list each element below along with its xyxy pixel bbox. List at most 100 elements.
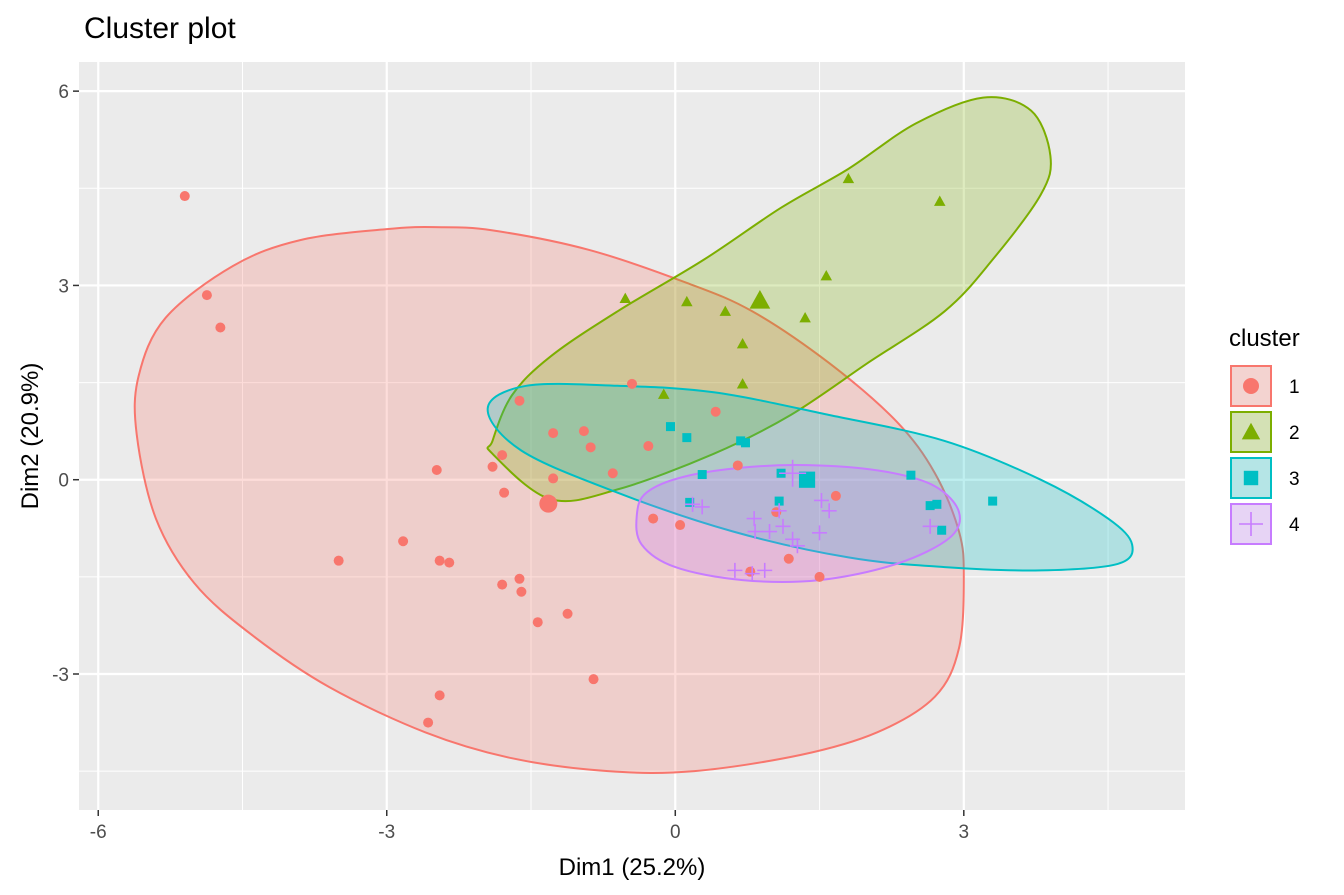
cluster-1-point-3 [431, 465, 442, 475]
chart-title: Cluster plot [84, 12, 236, 45]
legend-marker-3 [1243, 470, 1259, 486]
cluster-1-point-24 [607, 468, 618, 479]
x-axis-title: Dim1 (25.2%) [559, 854, 706, 881]
y-tick-label-1: 0 [58, 471, 69, 492]
cluster-1-point-0 [179, 191, 190, 202]
cluster-4-point-12 [727, 562, 743, 578]
cluster-1-point-16 [499, 487, 510, 498]
cluster-4-point-5 [762, 524, 778, 540]
cluster-4-point-14 [744, 566, 760, 582]
cluster-1-point-18 [497, 450, 508, 461]
cluster-1-point-15 [423, 717, 434, 728]
x-tick-label-2: 0 [670, 822, 681, 843]
cluster-1-point-17 [487, 461, 498, 472]
cluster-2-point-7 [736, 337, 749, 349]
cluster-3-point-0 [665, 422, 675, 432]
cluster-2-point-6 [799, 312, 811, 323]
cluster-1-point-35 [830, 490, 841, 501]
cluster-1-point-11 [532, 617, 543, 628]
cluster-1-point-8 [497, 579, 508, 590]
cluster-1-point-4 [333, 555, 344, 566]
cluster-1-point-22 [578, 426, 589, 437]
cluster-4-point-11 [812, 525, 828, 541]
cluster-1-point-19 [514, 395, 525, 406]
cluster-4-point-8 [789, 538, 805, 554]
cluster-1-point-23 [585, 442, 596, 453]
cluster-3-point-7 [774, 496, 784, 506]
cluster-4-point-3 [771, 503, 787, 519]
cluster-1-point-28 [732, 460, 743, 471]
cluster-4-point-13 [757, 562, 773, 578]
cluster-1-point-12 [562, 608, 573, 619]
cluster-1-point-2 [215, 322, 226, 333]
cluster-4-center [779, 459, 807, 487]
cluster-2-point-4 [681, 295, 693, 307]
x-tick-label-0: -6 [90, 822, 107, 843]
x-tick-label-3: 3 [959, 822, 970, 843]
y-axis: -3 0 3 6 [52, 82, 79, 686]
cluster-4-point-9 [813, 492, 829, 508]
cluster-2-point-5 [719, 305, 732, 316]
legend-title: cluster [1229, 325, 1300, 352]
cluster-2-point-8 [736, 378, 749, 389]
cluster-4-point-6 [747, 524, 763, 540]
cluster-4-point-1 [694, 499, 710, 515]
legend-label-1: 1 [1289, 377, 1300, 398]
cluster-1-point-21 [548, 473, 559, 484]
cluster-2-point-2 [820, 269, 833, 281]
cluster-3-center [798, 471, 816, 488]
cluster-1-point-20 [548, 428, 559, 439]
y-tick-label-2: 3 [58, 276, 69, 297]
cluster-2-center [749, 289, 771, 309]
cluster-1-point-1 [201, 290, 212, 301]
cluster-4-point-10 [821, 503, 837, 519]
major-gridlines [79, 62, 1185, 810]
cluster-3-point-3 [740, 438, 750, 448]
cluster-1-point-29 [648, 513, 659, 524]
x-axis: -6 -3 0 3 [90, 810, 969, 843]
legend-marker-4 [1239, 512, 1263, 536]
cluster-2-point-3 [619, 292, 632, 303]
y-tick-label-0: -3 [52, 665, 69, 686]
y-axis-title: Dim2 (20.9%) [17, 363, 44, 510]
cluster-1-point-5 [398, 536, 409, 547]
legend-label-2: 2 [1289, 423, 1300, 444]
cluster-1-point-25 [627, 378, 637, 389]
cluster-3-point-11 [988, 496, 998, 506]
cluster-4-point-4 [775, 518, 791, 534]
cluster-4-point-15 [922, 518, 938, 534]
legend-label-4: 4 [1289, 515, 1300, 536]
cluster-1-center [539, 494, 558, 513]
cluster-3-point-2 [736, 436, 746, 446]
cluster-1-point-32 [745, 566, 756, 577]
cluster-1-point-27 [710, 406, 721, 417]
cluster-4-point-0 [685, 496, 701, 512]
cluster-3-point-8 [925, 501, 935, 511]
cluster-3-point-12 [685, 497, 695, 507]
cluster-4-point-2 [746, 511, 762, 527]
cluster-3-point-6 [906, 470, 916, 480]
cluster-centers [539, 289, 816, 513]
legend-marker-2 [1241, 422, 1261, 440]
cluster-2-point-9 [657, 388, 670, 399]
cluster-3-point-4 [697, 470, 707, 480]
legend-marker-1 [1243, 378, 1259, 394]
legend-label-3: 3 [1289, 469, 1300, 490]
cluster-1-point-14 [434, 690, 445, 701]
cluster-1-point-6 [434, 555, 445, 566]
data-points [179, 172, 998, 728]
cluster-1-point-13 [588, 674, 599, 685]
cluster-3-point-10 [937, 525, 947, 535]
cluster-2-point-1 [934, 195, 946, 206]
cluster-1-point-33 [783, 553, 794, 564]
cluster-1-point-7 [444, 557, 455, 568]
cluster-1-point-9 [514, 573, 525, 584]
legend: cluster 1 2 3 4 [1229, 325, 1300, 545]
cluster-1-point-10 [516, 586, 527, 597]
cluster-3-point-9 [932, 499, 942, 509]
x-tick-label-1: -3 [378, 822, 395, 843]
cluster-4-ellipse [635, 464, 961, 583]
cluster-1-point-26 [643, 441, 654, 452]
plot-panel [79, 62, 1185, 810]
